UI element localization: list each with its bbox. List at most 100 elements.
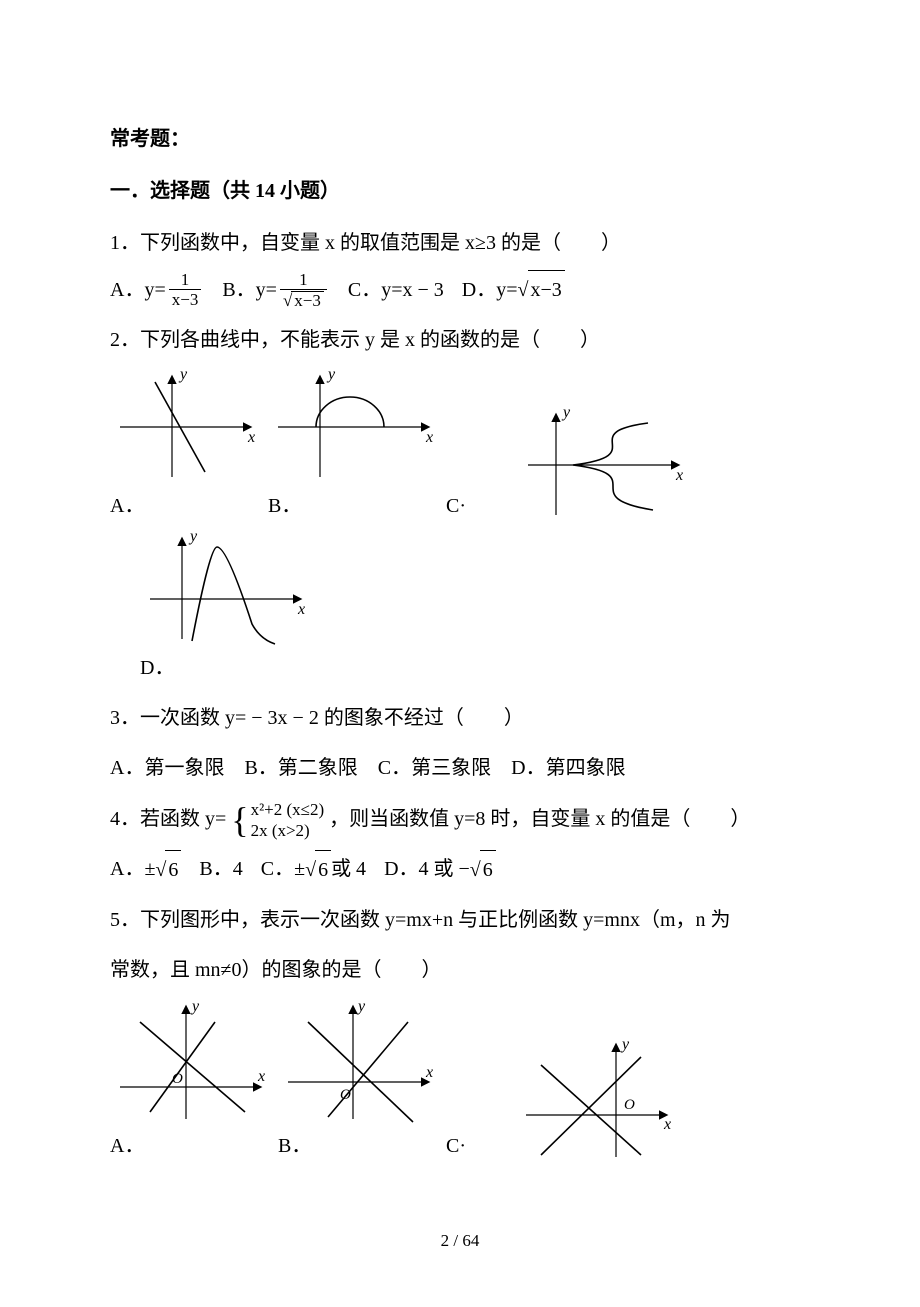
q2-label-a: A． <box>110 487 144 525</box>
question-3-choices: A．第一象限 B．第二象限 C．第三象限 D．第四象限 <box>110 749 810 787</box>
question-3: 3．一次函数 y= − 3x − 2 的图象不经过（ ） <box>110 699 810 737</box>
axis-y-label: y <box>356 998 366 1015</box>
question-2: 2．下列各曲线中，不能表示 y 是 x 的函数的是（ ） <box>110 321 810 359</box>
question-5-graphs: y x O A． y x O B． C· <box>110 997 810 1165</box>
q2-graph-c: y x <box>518 405 688 525</box>
q1-choice-a: A．y= 1 x−3 <box>110 271 204 309</box>
question-5-line1: 5．下列图形中，表示一次函数 y=mx+n 与正比例函数 y=mnx（m，n 为 <box>110 901 810 939</box>
q4-c-rad: 6 <box>315 850 331 889</box>
question-2-graphs-row2: y x D． <box>110 529 810 687</box>
q4-piece-bot: 2x (x>2) <box>251 820 325 841</box>
sqrt-icon: x−3 <box>283 291 324 309</box>
q5a-l2-icon <box>150 1022 215 1112</box>
q4-c-label: C．± <box>261 850 305 888</box>
q4-choice-a: A．± 6 <box>110 850 181 889</box>
q1-a-label: A．y= <box>110 271 166 309</box>
q4-yeq: y= <box>205 808 226 830</box>
q1-a-den: x−3 <box>169 290 202 308</box>
question-4: 4．若函数 y= { x²+2 (x≤2) 2x (x>2) ，则当函数值 y=… <box>110 799 810 842</box>
q2c-curve-icon <box>573 423 653 510</box>
q5-graph-b: y x O B． <box>278 997 438 1165</box>
axis-y-label: y <box>178 367 188 383</box>
q1-d-label: D．y= <box>462 271 518 309</box>
q2b-arc-icon <box>316 397 384 427</box>
q2-graph-d: y x D． <box>140 529 310 687</box>
axis-x-label: x <box>257 1068 265 1085</box>
q5-label-a: A． <box>110 1127 144 1165</box>
q2-svg-d: y x <box>140 529 310 649</box>
q4-d-label: D．4 或 − <box>384 850 470 888</box>
sqrt-icon: 6 <box>470 850 496 889</box>
q2-svg-a: y x <box>110 367 260 487</box>
q1-choice-c: C．y=x − 3 <box>348 271 444 309</box>
axis-origin-label: O <box>624 1097 635 1113</box>
axis-y-label: y <box>188 529 198 545</box>
fraction-icon: 1 x−3 <box>280 271 327 309</box>
question-1-choices: A．y= 1 x−3 B．y= 1 x−3 C．y=x − 3 D．y= <box>110 270 810 309</box>
q2-graph-a: y x A． <box>110 367 260 525</box>
q1-b-num: 1 <box>280 271 327 290</box>
axis-x-label: x <box>425 429 433 446</box>
page-footer: 2 / 64 <box>110 1225 810 1257</box>
piecewise-icon: { x²+2 (x≤2) 2x (x>2) <box>231 799 324 842</box>
axis-y-label: y <box>190 998 200 1015</box>
q1-choice-b: B．y= 1 x−3 <box>222 271 330 309</box>
q4-post: ，则当函数值 y=8 时，自变量 x 的值是（ ） <box>329 808 750 830</box>
q5-graph-c: y x O <box>516 1035 676 1165</box>
q4-choice-b: B．4 <box>199 850 242 888</box>
q1-b-den-rad: x−3 <box>291 291 324 309</box>
question-2-graphs-row1: y x A． y x B． C· y <box>110 367 810 525</box>
q5a-l1-icon <box>140 1022 245 1112</box>
q2-label-d: D． <box>140 649 174 687</box>
question-4-choices: A．± 6 B．4 C．± 6 或 4 D．4 或 − 6 <box>110 850 810 889</box>
axis-x-label: x <box>675 467 683 484</box>
axis-y-label: y <box>326 367 336 383</box>
left-brace-icon: { <box>231 802 248 838</box>
q1-d-rad: x−3 <box>528 270 565 309</box>
axis-x-label: x <box>297 601 305 618</box>
q5-svg-a: y x O <box>110 997 270 1127</box>
question-1: 1．下列函数中，自变量 x 的取值范围是 x≥3 的是（ ） <box>110 224 810 262</box>
q5-label-c-wrap: C· <box>446 1127 516 1165</box>
q5-graph-a: y x O A． <box>110 997 270 1165</box>
q2-label-c: C· <box>446 487 466 525</box>
q4-a-label: A．± <box>110 850 155 888</box>
question-5-line2: 常数，且 mn≠0）的图象的是（ ） <box>110 951 810 989</box>
section-1-title: 一．选择题（共 14 小题） <box>110 172 810 210</box>
exam-page: 常考题： 一．选择题（共 14 小题） 1．下列函数中，自变量 x 的取值范围是… <box>0 0 920 1307</box>
axis-x-label: x <box>247 429 255 446</box>
axis-x-label: x <box>663 1116 671 1133</box>
q5b-l2-icon <box>328 1022 408 1117</box>
q2-svg-b: y x <box>268 367 438 487</box>
page-heading: 常考题： <box>110 120 810 158</box>
q4-c-post: 或 4 <box>331 850 366 888</box>
q1-b-den: x−3 <box>280 290 327 309</box>
q4-choice-c: C．± 6 或 4 <box>261 850 366 889</box>
q4-a-rad: 6 <box>165 850 181 889</box>
q4-d-rad: 6 <box>480 850 496 889</box>
q5-label-c: C· <box>446 1127 466 1165</box>
q5b-l1-icon <box>308 1022 413 1122</box>
axis-x-label: x <box>425 1064 433 1081</box>
sqrt-icon: 6 <box>155 850 181 889</box>
q2-svg-c: y x <box>518 405 688 525</box>
q5-svg-c: y x O <box>516 1035 676 1165</box>
q5-label-b: B． <box>278 1127 311 1165</box>
axis-y-label: y <box>620 1036 630 1053</box>
q1-b-label: B．y= <box>222 271 277 309</box>
q1-choice-d: D．y= x−3 <box>462 270 565 309</box>
q2d-curve-icon <box>192 547 275 644</box>
q4-pieces: x²+2 (x≤2) 2x (x>2) <box>251 799 325 842</box>
q2-graph-b: y x B． <box>268 367 438 525</box>
sqrt-icon: x−3 <box>518 270 565 309</box>
q2-label-b: B． <box>268 487 301 525</box>
sqrt-icon: 6 <box>305 850 331 889</box>
q4-choice-d: D．4 或 − 6 <box>384 850 496 889</box>
q1-a-num: 1 <box>169 271 202 290</box>
q4-piece-top: x²+2 (x≤2) <box>251 799 325 820</box>
q4-pre: 4．若函数 <box>110 808 200 830</box>
fraction-icon: 1 x−3 <box>169 271 202 308</box>
q2-label-c-wrap: C· <box>446 487 518 525</box>
axis-y-label: y <box>561 405 571 421</box>
q5-svg-b: y x O <box>278 997 438 1127</box>
